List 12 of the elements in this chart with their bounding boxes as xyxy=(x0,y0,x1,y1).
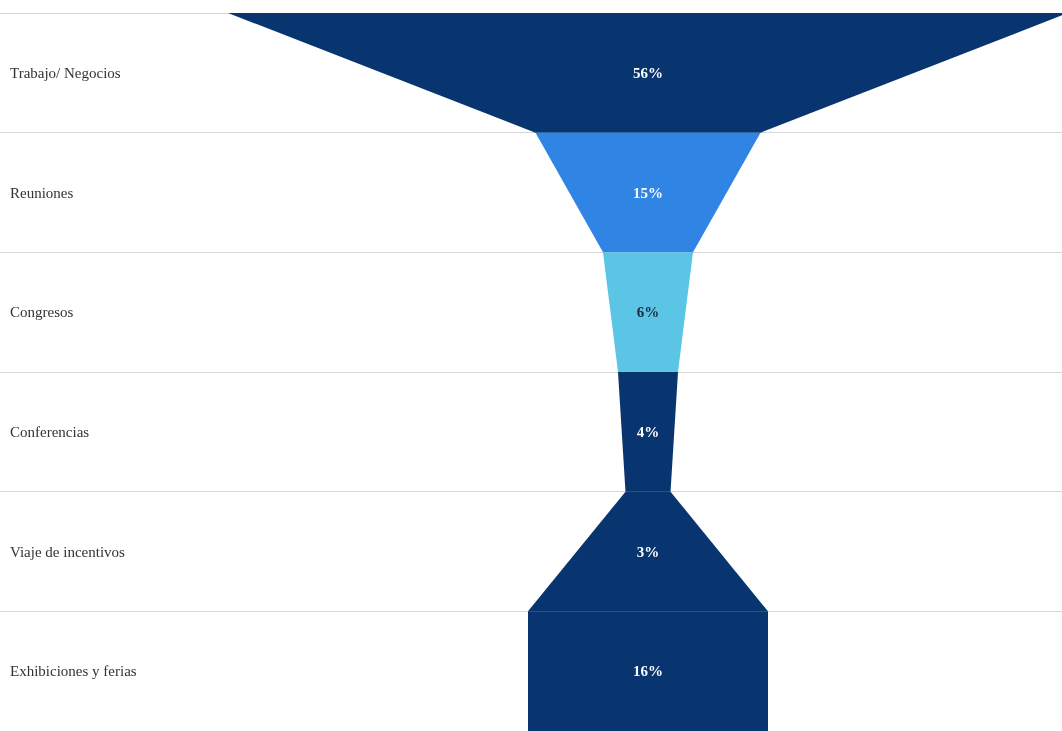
data-label: 15% xyxy=(633,184,663,201)
category-label: Congresos xyxy=(10,304,74,321)
data-label: 56% xyxy=(633,64,663,81)
data-label: 16% xyxy=(633,663,663,680)
data-label: 3% xyxy=(636,543,660,560)
category-label: Trabajo/ Negocios xyxy=(10,64,121,81)
category-label: Reuniones xyxy=(10,184,74,201)
category-label: Viaje de incentivos xyxy=(10,543,126,560)
category-label: Exhibiciones y ferias xyxy=(10,663,137,680)
data-label: 6% xyxy=(636,304,660,321)
category-label: Conferencias xyxy=(10,423,90,440)
data-label: 4% xyxy=(636,423,660,440)
